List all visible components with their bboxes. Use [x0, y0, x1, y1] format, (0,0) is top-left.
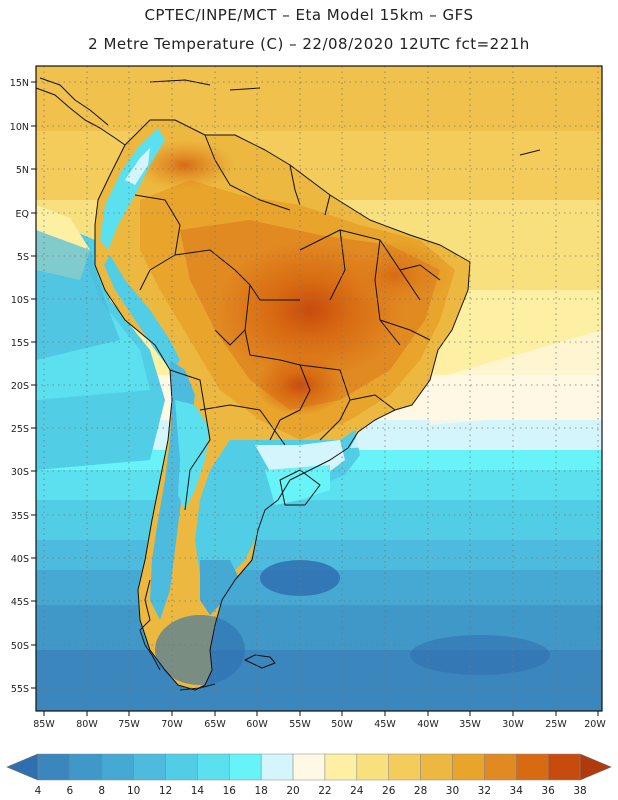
lat-label: 10S [11, 295, 29, 306]
temperature-field [36, 66, 602, 711]
colorbar: 4 6 8 10 12 14 16 18 20 22 24 26 28 30 32 34 36 38 [6, 753, 612, 797]
lon-label: 55W [289, 719, 311, 730]
colorbar-label: 36 [541, 785, 555, 797]
lat-label: 35S [11, 511, 29, 522]
colorbar-label: 20 [286, 785, 299, 797]
colorbar-label: 14 [191, 785, 205, 797]
colorbar-swatch [356, 753, 389, 781]
lon-label: 45W [374, 719, 396, 730]
lon-label: 35W [459, 719, 481, 730]
lon-label: 65W [204, 719, 226, 730]
colorbar-swatch [420, 753, 453, 781]
lon-label: 25W [545, 719, 567, 730]
lon-label: 50W [331, 719, 353, 730]
colorbar-swatch [292, 753, 326, 781]
map-title-line-2: 2 Metre Temperature (C) – 22/08/2020 12U… [88, 35, 530, 53]
latitude-labels: 15N 10N 5N EQ 5S 10S 15S 20S 25S 30S 35S… [10, 78, 29, 695]
lon-label: 85W [33, 719, 55, 730]
graticule [36, 66, 602, 711]
colorbar-swatch [165, 753, 198, 781]
colorbar-swatch [452, 753, 485, 781]
colorbar-label: 6 [67, 785, 74, 797]
lat-label: 45S [11, 597, 29, 608]
colorbar-swatch [101, 753, 134, 781]
lon-label: 70W [161, 719, 183, 730]
colorbar-label: 32 [478, 785, 491, 797]
lon-label: 80W [76, 719, 98, 730]
colorbar-swatch [547, 753, 581, 781]
colorbar-swatch [388, 753, 421, 781]
colorbar-label: 28 [414, 785, 427, 797]
colorbar-swatch [37, 753, 71, 781]
lon-label: 60W [246, 719, 268, 730]
colorbar-label: 18 [254, 785, 267, 797]
lat-label: 15S [11, 338, 29, 349]
colorbar-label: 38 [573, 785, 586, 797]
colorbar-swatch [133, 753, 166, 781]
colorbar-swatch [515, 753, 549, 781]
colorbar-label: 4 [35, 785, 42, 797]
coastline-outlines [35, 77, 541, 691]
lat-label: 15N [10, 78, 29, 89]
map-frame [35, 65, 603, 712]
lat-label: 5S [17, 252, 29, 263]
colorbar-right-arrow [579, 753, 612, 781]
map-title-line-1: CPTEC/INPE/MCT – Eta Model 15km – GFS [144, 6, 474, 24]
lon-label: 40W [417, 719, 439, 730]
lon-label: 75W [118, 719, 140, 730]
colorbar-swatch [484, 753, 517, 781]
colorbar-swatch [260, 753, 294, 781]
colorbar-swatch [69, 753, 103, 781]
colorbar-label: 16 [223, 785, 237, 797]
colorbar-label: 26 [382, 785, 396, 797]
colorbar-swatch [229, 753, 262, 781]
colorbar-label: 22 [318, 785, 331, 797]
lat-label: 10N [10, 122, 29, 133]
colorbar-left-arrow [6, 753, 39, 781]
colorbar-label: 30 [446, 785, 459, 797]
colorbar-swatch [324, 753, 358, 781]
colorbar-label: 12 [159, 785, 172, 797]
lat-label: EQ [16, 209, 29, 220]
colorbar-label: 10 [127, 785, 140, 797]
longitude-labels: 85W 80W 75W 70W 65W 60W 55W 50W 45W 40W … [33, 719, 606, 730]
colorbar-label: 24 [350, 785, 364, 797]
colorbar-label: 8 [98, 785, 105, 797]
colorbar-label: 34 [510, 785, 524, 797]
lat-label: 50S [11, 641, 29, 652]
lon-label: 30W [502, 719, 524, 730]
colorbar-swatch [197, 753, 230, 781]
lat-label: 5N [16, 165, 29, 176]
lat-label: 25S [11, 424, 29, 435]
axis-ticks [31, 81, 599, 716]
lat-label: 20S [11, 381, 29, 392]
lon-label: 20W [584, 719, 606, 730]
lat-label: 30S [11, 467, 29, 478]
lat-label: 55S [11, 684, 29, 695]
lat-label: 40S [11, 554, 29, 565]
